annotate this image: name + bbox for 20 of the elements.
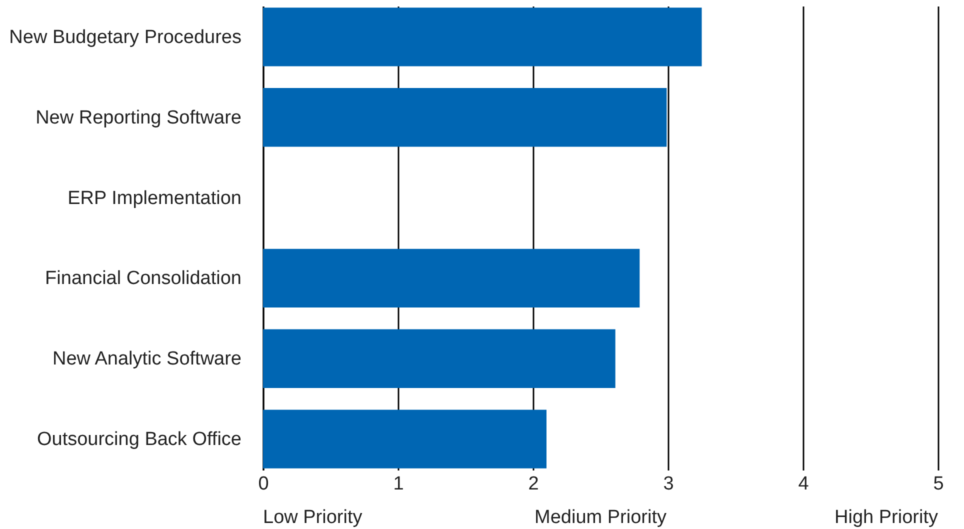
y-tick-label: Outsourcing Back Office	[36, 429, 242, 450]
x-tick-label: 5	[933, 474, 944, 494]
x-tick-label: 0	[258, 474, 269, 494]
bar	[263, 410, 546, 468]
y-tick-label: New Reporting Software	[36, 107, 242, 128]
y-tick-label: New Analytic Software	[52, 348, 242, 370]
bar	[263, 329, 616, 388]
y-tick-label: New Budgetary Procedures	[9, 26, 242, 48]
x-tick-label: 3	[663, 474, 674, 494]
y-tick-label: Financial Consolidation	[45, 268, 242, 290]
text: Low Priority	[263, 507, 363, 528]
bar	[263, 8, 702, 66]
bar	[263, 88, 667, 147]
x-tick-label: 2	[528, 474, 539, 494]
text: Medium Priority	[534, 507, 667, 528]
text: High Priority	[834, 507, 938, 528]
bar	[263, 248, 640, 308]
x-tick-label: 4	[798, 474, 810, 494]
x-tick-label: 1	[393, 474, 404, 494]
y-tick-label: ERP Implementation	[68, 188, 242, 209]
